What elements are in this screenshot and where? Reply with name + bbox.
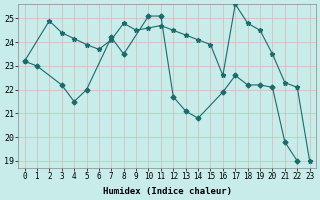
- X-axis label: Humidex (Indice chaleur): Humidex (Indice chaleur): [103, 187, 232, 196]
